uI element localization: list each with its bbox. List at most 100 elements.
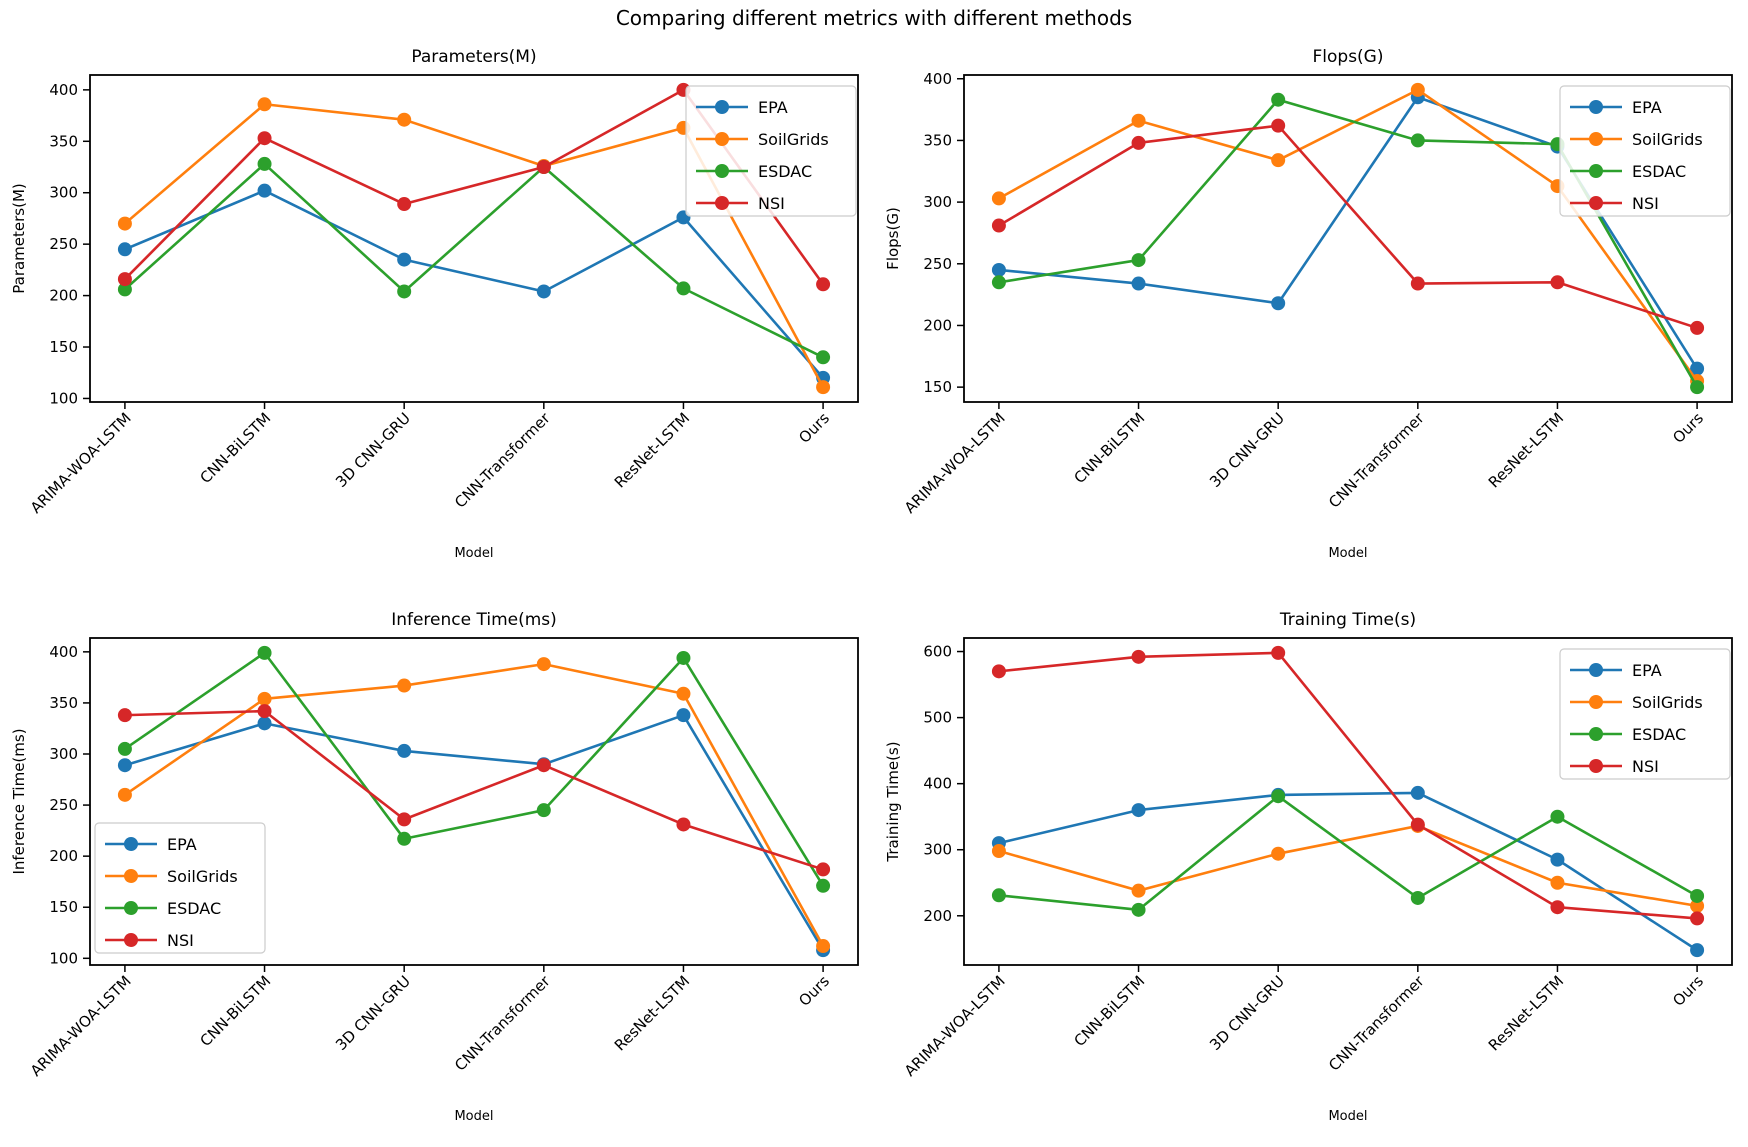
point-SoilGrids-2 (397, 112, 412, 127)
point-SoilGrids-0 (117, 216, 132, 231)
y-tick-label: 600 (923, 643, 952, 661)
point-EPA-4 (676, 708, 691, 723)
x-axis-label: Model (454, 546, 493, 561)
point-ESDAC-3 (1410, 133, 1425, 148)
x-tick-label: ARIMA-WOA-LSTM (27, 972, 135, 1080)
x-tick-label: Ours (1669, 409, 1707, 447)
point-NSI-5 (1690, 320, 1705, 335)
chart-inference-time-ms-: Inference Time(ms) 100 150 200 250 300 350 400 A… (10, 610, 859, 1124)
legend-label-EPA: EPA (758, 98, 788, 117)
point-NSI-0 (991, 218, 1006, 233)
legend-marker-ESDAC (1589, 727, 1603, 741)
legend-label-EPA: EPA (1632, 661, 1662, 680)
point-ESDAC-2 (1271, 789, 1286, 804)
legend-marker-SoilGrids (124, 869, 138, 883)
x-axis-label: Model (454, 1109, 493, 1124)
point-EPA-3 (536, 284, 551, 299)
legend-label-NSI: NSI (1632, 757, 1659, 776)
legend-marker-SoilGrids (1589, 695, 1603, 709)
point-ESDAC-3 (1410, 890, 1425, 905)
legend-marker-NSI (1589, 196, 1603, 210)
line-NSI (124, 709, 824, 871)
y-tick-label: 500 (923, 709, 952, 727)
point-SoilGrids-2 (1271, 153, 1286, 168)
subplot-title: Inference Time(ms) (391, 610, 557, 630)
point-EPA-0 (117, 758, 132, 773)
legend-label-ESDAC: ESDAC (1632, 162, 1686, 181)
point-SoilGrids-5 (816, 380, 831, 395)
y-tick-label: 350 (49, 694, 78, 712)
y-tick-label: 350 (923, 131, 952, 149)
x-tick-label: CNN-BiLSTM (1070, 972, 1148, 1050)
point-ESDAC-5 (816, 878, 831, 893)
y-tick-label: 100 (49, 949, 78, 967)
legend-label-NSI: NSI (1632, 194, 1659, 213)
point-ESDAC-1 (1131, 253, 1146, 268)
x-tick-label: Ours (1669, 972, 1707, 1010)
point-SoilGrids-1 (257, 691, 272, 706)
point-NSI-5 (1690, 911, 1705, 926)
line-EPA (124, 713, 825, 951)
point-ESDAC-3 (536, 803, 551, 818)
point-SoilGrids-5 (816, 939, 831, 954)
x-axis-label: Model (1328, 546, 1367, 561)
x-tick-label: 3D CNN-GRU (1206, 972, 1288, 1054)
point-ESDAC-0 (991, 888, 1006, 903)
point-NSI-5 (816, 277, 831, 292)
y-tick-label: 150 (49, 338, 78, 356)
plot-frame (89, 74, 859, 403)
point-NSI-2 (397, 812, 412, 827)
point-NSI-0 (117, 708, 132, 723)
point-ESDAC-1 (1131, 902, 1146, 917)
y-tick-label: 200 (49, 847, 78, 865)
legend-marker-NSI (1589, 759, 1603, 773)
plot-frame (89, 637, 859, 966)
line-ESDAC (124, 162, 824, 359)
legend-marker-SoilGrids (715, 132, 729, 146)
point-ESDAC-5 (816, 350, 831, 365)
y-tick-label: 150 (49, 898, 78, 916)
line-NSI (998, 651, 1698, 920)
line-ESDAC (998, 794, 1698, 912)
point-SoilGrids-1 (257, 97, 272, 112)
x-axis-label: Model (1328, 1109, 1367, 1124)
point-EPA-2 (1271, 296, 1286, 311)
x-tick-label: 3D CNN-GRU (332, 972, 414, 1054)
y-tick-label: 400 (49, 81, 78, 99)
y-tick-label: 300 (923, 841, 952, 859)
x-tick-label: ARIMA-WOA-LSTM (901, 409, 1009, 517)
point-ESDAC-5 (1690, 888, 1705, 903)
point-ESDAC-1 (257, 156, 272, 171)
point-NSI-4 (676, 817, 691, 832)
plot-frame (963, 74, 1733, 403)
legend-marker-ESDAC (124, 901, 138, 915)
subplot-title: Training Time(s) (1279, 610, 1416, 630)
point-EPA-3 (1410, 785, 1425, 800)
y-tick-label: 150 (923, 378, 952, 396)
x-tick-label: CNN-Transformer (451, 972, 554, 1075)
legend: EPA SoilGrids ESDAC NSI (685, 85, 857, 217)
point-EPA-1 (257, 716, 272, 731)
figure-title: Comparing different metrics with differe… (615, 6, 1133, 30)
legend-marker-NSI (124, 933, 138, 947)
point-EPA-0 (117, 242, 132, 257)
point-ESDAC-2 (1271, 92, 1286, 107)
point-ESDAC-2 (397, 284, 412, 299)
line-EPA (998, 791, 1698, 952)
y-tick-label: 100 (49, 389, 78, 407)
legend-label-SoilGrids: SoilGrids (1632, 130, 1703, 149)
legend-marker-EPA (1589, 663, 1603, 677)
y-axis-label: Training Time(s) (884, 741, 902, 862)
legend-marker-SoilGrids (1589, 132, 1603, 146)
point-SoilGrids-4 (1550, 875, 1565, 890)
x-tick-label: ResNet-LSTM (1485, 972, 1567, 1054)
point-EPA-1 (1131, 276, 1146, 291)
legend-label-ESDAC: ESDAC (167, 899, 221, 918)
legend-marker-EPA (124, 837, 138, 851)
legend-marker-EPA (715, 100, 729, 114)
point-ESDAC-4 (676, 281, 691, 296)
point-NSI-1 (257, 131, 272, 146)
point-EPA-4 (1550, 852, 1565, 867)
